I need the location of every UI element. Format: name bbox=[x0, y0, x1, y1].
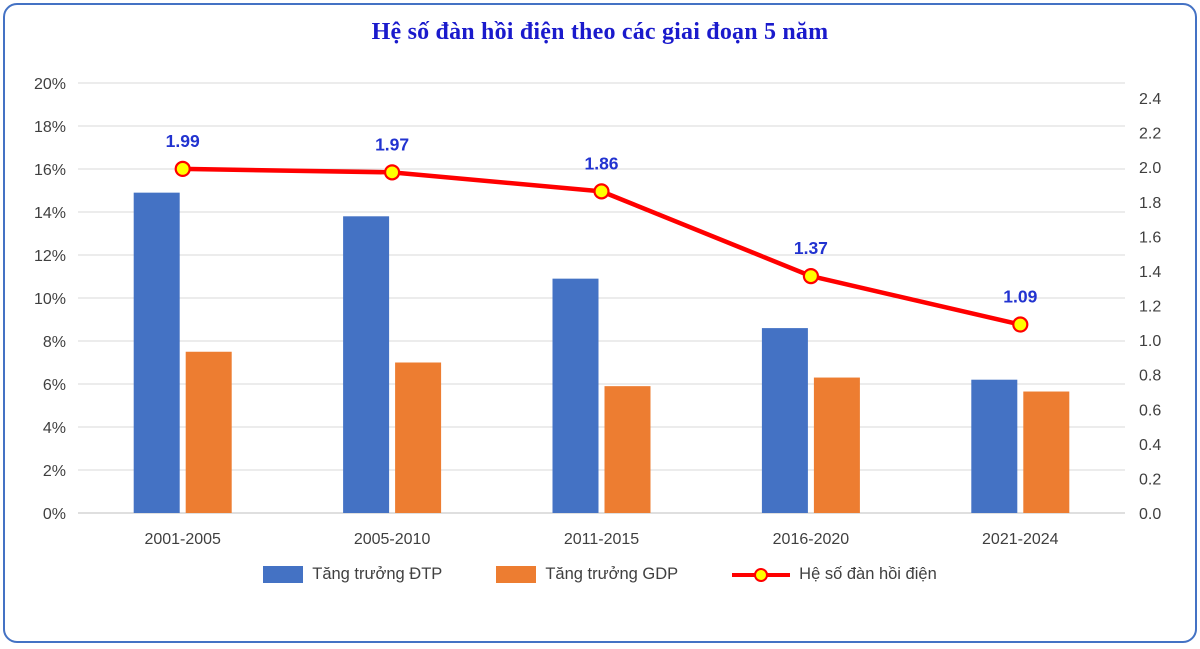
svg-text:4%: 4% bbox=[43, 420, 66, 437]
svg-text:2021-2024: 2021-2024 bbox=[982, 531, 1059, 548]
svg-text:1.2: 1.2 bbox=[1139, 299, 1161, 316]
svg-text:2005-2010: 2005-2010 bbox=[354, 531, 431, 548]
svg-text:14%: 14% bbox=[34, 205, 66, 222]
legend-item-elasticity: Hệ số đàn hồi điện bbox=[732, 565, 937, 584]
legend-swatch-gdp-bar bbox=[496, 566, 537, 583]
legend-item-gdp: Tăng trưởng GDP bbox=[496, 565, 678, 584]
svg-text:1.4: 1.4 bbox=[1139, 264, 1161, 281]
svg-text:2011-2015: 2011-2015 bbox=[564, 531, 639, 548]
svg-text:2.4: 2.4 bbox=[1139, 91, 1161, 108]
chart-title: Hệ số đàn hồi điện theo các giai đoạn 5 … bbox=[371, 19, 829, 45]
chart-frame: Hệ số đàn hồi điện theo các giai đoạn 5 … bbox=[3, 3, 1197, 643]
svg-text:2001-2005: 2001-2005 bbox=[144, 531, 221, 548]
legend-line-marker-icon bbox=[754, 567, 769, 582]
svg-text:1.0: 1.0 bbox=[1139, 333, 1161, 350]
svg-text:10%: 10% bbox=[34, 291, 66, 308]
svg-text:1.86: 1.86 bbox=[584, 153, 618, 173]
legend-label-gdp: Tăng trưởng GDP bbox=[545, 565, 679, 583]
svg-text:0%: 0% bbox=[43, 506, 66, 523]
svg-text:8%: 8% bbox=[43, 334, 66, 351]
svg-text:0.4: 0.4 bbox=[1139, 437, 1161, 454]
svg-text:0.2: 0.2 bbox=[1139, 471, 1161, 488]
legend-label-dtp: Tăng trưởng ĐTP bbox=[312, 565, 443, 583]
svg-text:1.6: 1.6 bbox=[1139, 229, 1161, 246]
svg-text:1.09: 1.09 bbox=[1003, 287, 1037, 307]
svg-text:1.97: 1.97 bbox=[375, 134, 409, 154]
svg-text:2016-2020: 2016-2020 bbox=[773, 531, 850, 548]
svg-text:2.2: 2.2 bbox=[1139, 126, 1161, 143]
svg-text:6%: 6% bbox=[43, 377, 66, 394]
svg-text:18%: 18% bbox=[34, 119, 66, 136]
svg-text:2.0: 2.0 bbox=[1139, 160, 1161, 177]
svg-text:1.37: 1.37 bbox=[794, 238, 828, 258]
legend-item-dtp: Tăng trưởng ĐTP bbox=[263, 565, 442, 584]
svg-text:12%: 12% bbox=[34, 248, 66, 265]
chart-legend: Tăng trưởng ĐTP Tăng trưởng GDP Hệ số đà… bbox=[263, 565, 937, 584]
combo-chart: 0% 2% 4% 6% 8% 10% 12% 14% 16% 18% 20% 0.0 0.2 0.4 0.6… bbox=[34, 76, 1161, 548]
svg-text:0.8: 0.8 bbox=[1139, 368, 1161, 385]
legend-line-swatch bbox=[732, 567, 791, 583]
legend-swatch-dtp-bar bbox=[263, 566, 304, 583]
svg-text:16%: 16% bbox=[34, 162, 66, 179]
svg-text:2%: 2% bbox=[43, 463, 66, 480]
svg-text:0.6: 0.6 bbox=[1139, 402, 1161, 419]
svg-text:20%: 20% bbox=[34, 76, 66, 93]
svg-text:1.8: 1.8 bbox=[1139, 195, 1161, 212]
svg-text:1.99: 1.99 bbox=[166, 131, 200, 151]
svg-text:0.0: 0.0 bbox=[1139, 506, 1161, 523]
legend-label-elasticity: Hệ số đàn hồi điện bbox=[799, 565, 937, 583]
